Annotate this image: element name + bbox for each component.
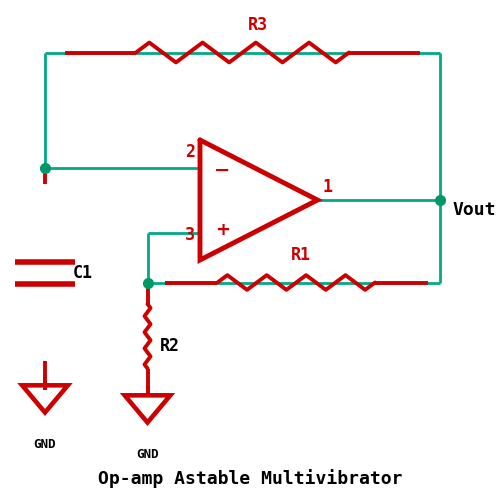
Text: R2: R2: [160, 337, 180, 355]
Text: GND: GND: [34, 438, 56, 452]
Text: −: −: [214, 160, 230, 180]
Text: Op-amp Astable Multivibrator: Op-amp Astable Multivibrator: [98, 468, 402, 487]
Text: +: +: [215, 221, 230, 239]
Text: C1: C1: [72, 264, 92, 281]
Text: Vout: Vout: [452, 201, 496, 219]
Text: GND: GND: [136, 448, 159, 462]
Text: R3: R3: [248, 16, 268, 34]
Text: 2: 2: [185, 144, 195, 162]
Text: R1: R1: [291, 246, 311, 264]
Text: 3: 3: [185, 226, 195, 244]
Text: 1: 1: [322, 178, 332, 196]
